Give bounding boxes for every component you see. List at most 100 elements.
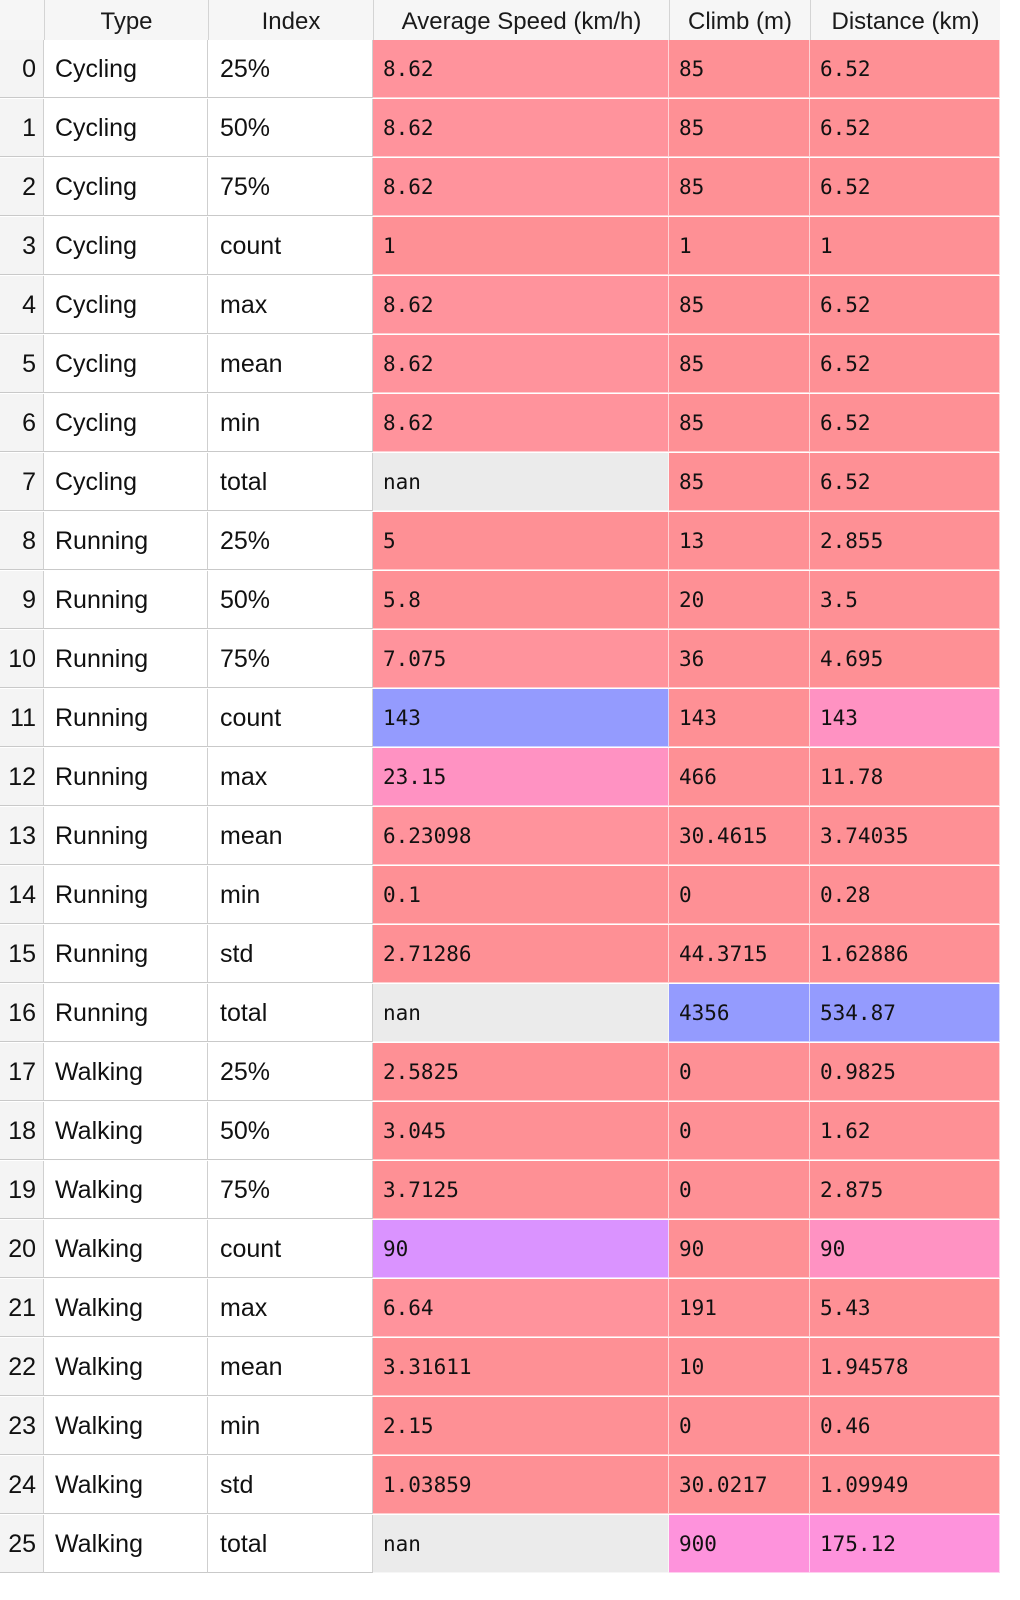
index-cell[interactable]: std	[208, 1456, 373, 1514]
climb-cell[interactable]: 85	[669, 276, 810, 334]
distance-cell[interactable]: 0.9825	[810, 1043, 1000, 1101]
table-row[interactable]: 8 Running 25% 5 13 2.855	[0, 512, 1000, 571]
type-cell[interactable]: Walking	[44, 1338, 208, 1396]
distance-cell[interactable]: 1	[810, 217, 1000, 275]
average-speed-cell[interactable]: 6.23098	[373, 807, 669, 865]
type-cell[interactable]: Cycling	[44, 158, 208, 216]
table-row[interactable]: 16 Running total nan 4356 534.87	[0, 984, 1000, 1043]
header-average-speed[interactable]: Average Speed (km/h)	[373, 0, 669, 40]
distance-cell[interactable]: 6.52	[810, 394, 1000, 452]
distance-cell[interactable]: 2.875	[810, 1161, 1000, 1219]
table-row[interactable]: 4 Cycling max 8.62 85 6.52	[0, 276, 1000, 335]
row-number[interactable]: 2	[0, 158, 44, 216]
distance-cell[interactable]: 6.52	[810, 453, 1000, 511]
average-speed-cell[interactable]: 90	[373, 1220, 669, 1278]
table-row[interactable]: 23 Walking min 2.15 0 0.46	[0, 1397, 1000, 1456]
distance-cell[interactable]: 6.52	[810, 276, 1000, 334]
type-cell[interactable]: Walking	[44, 1397, 208, 1455]
index-cell[interactable]: mean	[208, 807, 373, 865]
distance-cell[interactable]: 5.43	[810, 1279, 1000, 1337]
table-row[interactable]: 11 Running count 143 143 143	[0, 689, 1000, 748]
climb-cell[interactable]: 1	[669, 217, 810, 275]
row-number[interactable]: 6	[0, 394, 44, 452]
climb-cell[interactable]: 900	[669, 1515, 810, 1573]
average-speed-cell[interactable]: 7.075	[373, 630, 669, 688]
climb-cell[interactable]: 466	[669, 748, 810, 806]
type-cell[interactable]: Walking	[44, 1043, 208, 1101]
type-cell[interactable]: Running	[44, 925, 208, 983]
average-speed-cell[interactable]: 5.8	[373, 571, 669, 629]
type-cell[interactable]: Running	[44, 866, 208, 924]
table-row[interactable]: 0 Cycling 25% 8.62 85 6.52	[0, 40, 1000, 99]
row-number[interactable]: 17	[0, 1043, 44, 1101]
row-number[interactable]: 10	[0, 630, 44, 688]
index-cell[interactable]: min	[208, 1397, 373, 1455]
index-cell[interactable]: max	[208, 748, 373, 806]
row-number[interactable]: 5	[0, 335, 44, 393]
climb-cell[interactable]: 191	[669, 1279, 810, 1337]
distance-cell[interactable]: 3.74035	[810, 807, 1000, 865]
table-row[interactable]: 12 Running max 23.15 466 11.78	[0, 748, 1000, 807]
row-number[interactable]: 20	[0, 1220, 44, 1278]
distance-cell[interactable]: 6.52	[810, 40, 1000, 98]
climb-cell[interactable]: 143	[669, 689, 810, 747]
type-cell[interactable]: Cycling	[44, 276, 208, 334]
average-speed-cell[interactable]: 1	[373, 217, 669, 275]
row-number[interactable]: 13	[0, 807, 44, 865]
table-row[interactable]: 3 Cycling count 1 1 1	[0, 217, 1000, 276]
distance-cell[interactable]: 6.52	[810, 335, 1000, 393]
table-row[interactable]: 25 Walking total nan 900 175.12	[0, 1515, 1000, 1574]
row-number[interactable]: 4	[0, 276, 44, 334]
index-cell[interactable]: 75%	[208, 158, 373, 216]
average-speed-cell[interactable]: 3.7125	[373, 1161, 669, 1219]
index-cell[interactable]: 25%	[208, 1043, 373, 1101]
average-speed-cell[interactable]: 3.045	[373, 1102, 669, 1160]
row-number[interactable]: 25	[0, 1515, 44, 1573]
type-cell[interactable]: Running	[44, 748, 208, 806]
index-cell[interactable]: total	[208, 984, 373, 1042]
climb-cell[interactable]: 0	[669, 1397, 810, 1455]
climb-cell[interactable]: 85	[669, 158, 810, 216]
type-cell[interactable]: Walking	[44, 1102, 208, 1160]
climb-cell[interactable]: 85	[669, 40, 810, 98]
index-cell[interactable]: 50%	[208, 571, 373, 629]
index-cell[interactable]: total	[208, 1515, 373, 1573]
row-number[interactable]: 22	[0, 1338, 44, 1396]
average-speed-cell[interactable]: 143	[373, 689, 669, 747]
average-speed-cell[interactable]: 8.62	[373, 158, 669, 216]
index-cell[interactable]: count	[208, 1220, 373, 1278]
table-row[interactable]: 19 Walking 75% 3.7125 0 2.875	[0, 1161, 1000, 1220]
table-row[interactable]: 15 Running std 2.71286 44.3715 1.62886	[0, 925, 1000, 984]
table-row[interactable]: 1 Cycling 50% 8.62 85 6.52	[0, 99, 1000, 158]
climb-cell[interactable]: 85	[669, 335, 810, 393]
header-type[interactable]: Type	[44, 0, 208, 40]
index-cell[interactable]: 25%	[208, 512, 373, 570]
distance-cell[interactable]: 0.46	[810, 1397, 1000, 1455]
table-row[interactable]: 17 Walking 25% 2.5825 0 0.9825	[0, 1043, 1000, 1102]
climb-cell[interactable]: 10	[669, 1338, 810, 1396]
average-speed-cell[interactable]: 8.62	[373, 394, 669, 452]
row-number[interactable]: 14	[0, 866, 44, 924]
climb-cell[interactable]: 0	[669, 1102, 810, 1160]
average-speed-cell[interactable]: 23.15	[373, 748, 669, 806]
distance-cell[interactable]: 143	[810, 689, 1000, 747]
row-number[interactable]: 7	[0, 453, 44, 511]
distance-cell[interactable]: 1.94578	[810, 1338, 1000, 1396]
climb-cell[interactable]: 30.4615	[669, 807, 810, 865]
table-row[interactable]: 2 Cycling 75% 8.62 85 6.52	[0, 158, 1000, 217]
table-row[interactable]: 13 Running mean 6.23098 30.4615 3.74035	[0, 807, 1000, 866]
type-cell[interactable]: Walking	[44, 1220, 208, 1278]
row-number[interactable]: 1	[0, 99, 44, 157]
average-speed-cell[interactable]: 3.31611	[373, 1338, 669, 1396]
average-speed-cell[interactable]: 2.5825	[373, 1043, 669, 1101]
type-cell[interactable]: Walking	[44, 1161, 208, 1219]
table-row[interactable]: 7 Cycling total nan 85 6.52	[0, 453, 1000, 512]
table-row[interactable]: 21 Walking max 6.64 191 5.43	[0, 1279, 1000, 1338]
average-speed-cell[interactable]: 8.62	[373, 276, 669, 334]
average-speed-cell[interactable]: nan	[373, 453, 669, 511]
type-cell[interactable]: Running	[44, 512, 208, 570]
climb-cell[interactable]: 0	[669, 866, 810, 924]
index-cell[interactable]: 25%	[208, 40, 373, 98]
row-number[interactable]: 11	[0, 689, 44, 747]
type-cell[interactable]: Cycling	[44, 217, 208, 275]
